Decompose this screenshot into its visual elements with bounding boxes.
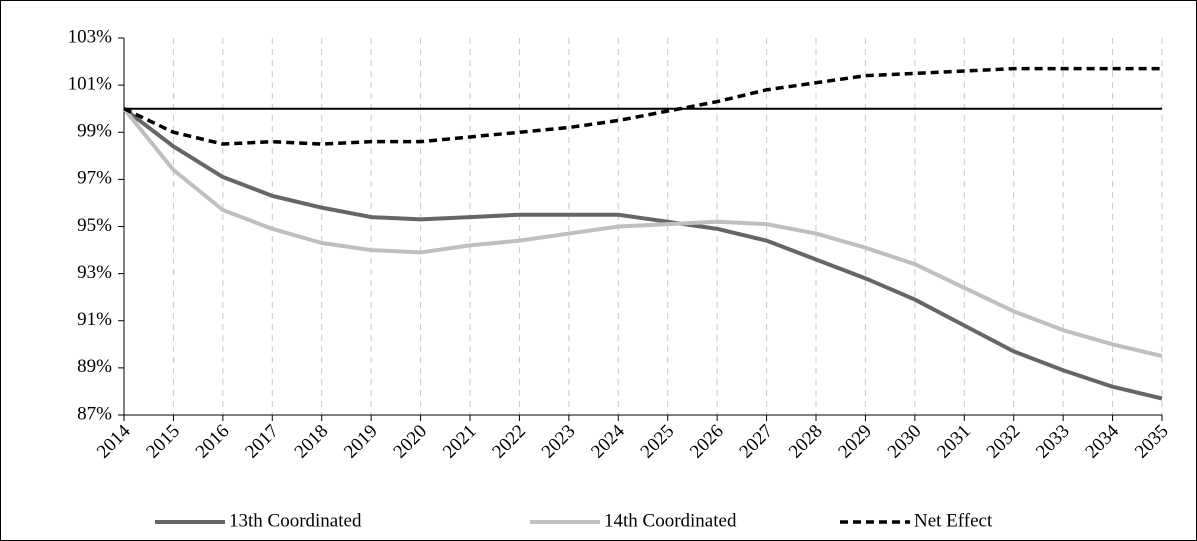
y-tick-label: 95% [77,215,112,236]
y-tick-label: 93% [77,262,112,283]
y-tick-label: 91% [77,309,112,330]
y-tick-label: 87% [77,403,112,424]
y-tick-label: 101% [68,73,113,94]
legend-label: Net Effect [914,510,993,531]
y-tick-label: 103% [68,26,113,47]
series-line [122,107,1163,401]
legend-label: 13th Coordinated [229,510,362,531]
legend-label: 14th Coordinated [604,510,737,531]
y-tick-label: 99% [77,121,112,142]
series-line [122,107,1163,359]
y-tick-label: 97% [77,168,112,189]
y-tick-label: 89% [77,356,112,377]
series-line [123,66,1162,146]
